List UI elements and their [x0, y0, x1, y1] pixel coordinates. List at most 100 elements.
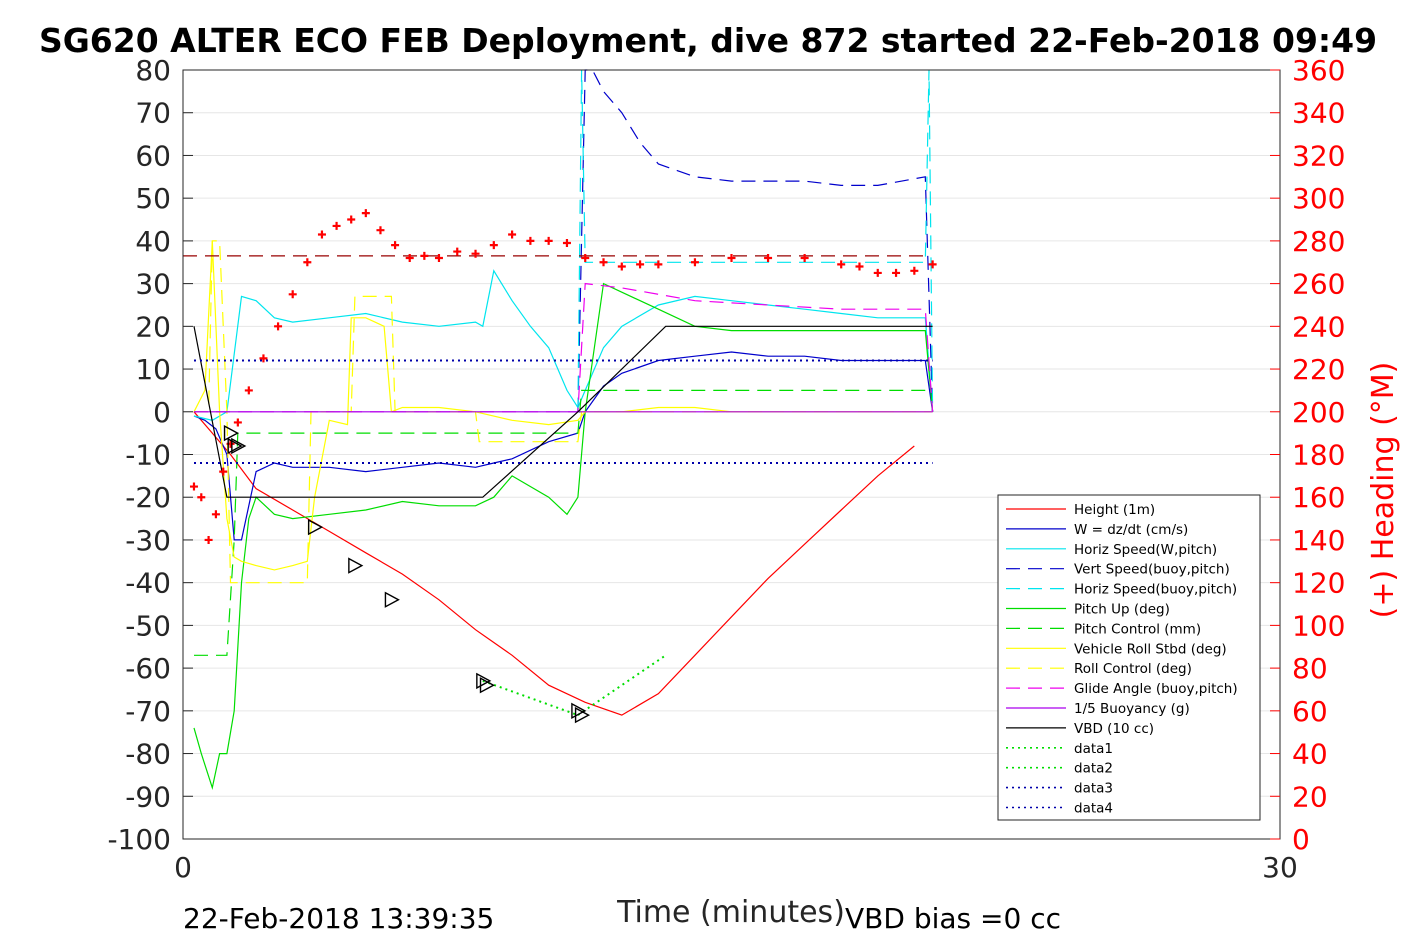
series-line	[193, 269, 934, 421]
x-tick-label: 0	[174, 851, 192, 884]
y-tick-label: 0	[153, 396, 171, 429]
y-tick-label: -30	[125, 524, 171, 557]
legend-entry: Glide Angle (buoy,pitch)	[1074, 681, 1238, 697]
heading-point	[599, 258, 608, 267]
series-line	[193, 411, 915, 716]
heading-point	[690, 258, 699, 267]
legend-entry: Vert Speed(buoy,pitch)	[1074, 562, 1230, 578]
y-tick-label: 10	[135, 353, 171, 386]
heading-point	[197, 493, 206, 502]
heading-point	[420, 251, 429, 260]
right-axis-ticks: 3603403203002802602402202001801601401201…	[1270, 54, 1345, 856]
legend-entry: data3	[1074, 781, 1113, 797]
y-tick-label: 70	[135, 97, 171, 130]
y2-tick-label: 20	[1292, 780, 1328, 813]
y-tick-label: -10	[125, 439, 171, 472]
y-tick-label: -20	[125, 481, 171, 514]
left-axis-ticks: 80 70 60 50 40 30 20 10 0 -10 -20 -30 -40 -50 -60 -70 -8…	[107, 54, 193, 856]
heading-point	[892, 268, 901, 277]
heading-point	[361, 209, 370, 218]
legend-entry: W = dz/dt (cm/s)	[1074, 522, 1188, 538]
triangle-marker	[231, 437, 247, 455]
series-line	[193, 240, 933, 571]
heading-point	[526, 236, 535, 245]
triangle-marker	[571, 702, 587, 720]
legend-entry: data1	[1074, 741, 1113, 757]
heading-point	[244, 386, 253, 395]
heading-point	[453, 247, 462, 256]
legend: Height (1m) W = dz/dt (cm/s) Horiz Speed(W…	[997, 494, 1261, 821]
heading-point	[303, 258, 312, 267]
y2-tick-label: 220	[1292, 353, 1345, 386]
heading-point	[855, 262, 864, 271]
series-line	[577, 69, 934, 412]
footer-timestamp: 22-Feb-2018 13:39:35	[183, 902, 494, 935]
y-tick-label: -40	[125, 567, 171, 600]
y-tick-label: -50	[125, 609, 171, 642]
y2-tick-label: 280	[1292, 225, 1345, 258]
heading-point	[219, 467, 228, 476]
heading-point	[562, 239, 571, 248]
series-line	[193, 325, 933, 498]
series-line	[193, 282, 934, 791]
triangle-marker	[348, 557, 364, 574]
y-tick-label: -80	[125, 738, 171, 771]
y-tick-label: -60	[125, 652, 171, 685]
triangle-marker	[384, 591, 400, 608]
series-line	[194, 389, 933, 656]
legend-entry: data2	[1074, 761, 1113, 777]
heading-point	[405, 253, 414, 262]
y-tick-label: 50	[135, 182, 171, 215]
heading-point	[204, 535, 213, 544]
y2-tick-label: 240	[1292, 310, 1345, 343]
heading-point	[508, 230, 517, 239]
y-tick-label: -90	[125, 780, 171, 813]
legend-entry: Pitch Control (mm)	[1074, 621, 1201, 637]
heading-point	[274, 322, 283, 331]
heading-point	[928, 260, 937, 269]
heading-point	[489, 241, 498, 250]
y2-tick-label: 60	[1292, 695, 1328, 728]
heading-point	[434, 253, 443, 262]
y2-tick-label: 360	[1292, 54, 1345, 87]
legend-entry: data4	[1074, 801, 1113, 817]
y2-tick-label: 100	[1292, 609, 1345, 642]
y-tick-label: 80	[135, 54, 171, 87]
series-line	[193, 351, 934, 541]
series-line	[577, 69, 934, 412]
series-line	[194, 282, 934, 413]
y2-tick-label: 80	[1292, 652, 1328, 685]
heading-point	[471, 249, 480, 258]
triangle-marker	[479, 677, 495, 694]
triangle-marker	[227, 437, 243, 455]
y2-tick-label: 160	[1292, 481, 1345, 514]
y2-tick-label: 340	[1292, 97, 1345, 130]
series-line	[482, 679, 579, 717]
y-tick-label: -70	[125, 695, 171, 728]
heading-point	[317, 230, 326, 239]
x-tick-label: 30	[1262, 851, 1298, 884]
y2-tick-label: 40	[1292, 738, 1328, 771]
heading-point	[873, 268, 882, 277]
y2-tick-label: 260	[1292, 268, 1345, 301]
triangle-marker	[223, 424, 240, 442]
heading-point	[288, 290, 297, 299]
heading-point	[617, 262, 626, 271]
footer-vbd-bias: VBD bias =0 cc	[845, 902, 1061, 935]
heading-point	[800, 253, 809, 262]
y2-tick-label: 180	[1292, 439, 1345, 472]
legend-entry: Height (1m)	[1074, 502, 1155, 518]
legend-entry: Horiz Speed(W,pitch)	[1074, 542, 1217, 558]
y2-tick-label: 300	[1292, 182, 1345, 215]
heading-point	[544, 236, 553, 245]
legend-entry: Pitch Up (deg)	[1074, 602, 1170, 618]
y2-tick-label: 200	[1292, 396, 1345, 429]
heading-point	[581, 253, 590, 262]
y2-tick-label: 140	[1292, 524, 1345, 557]
heading-point	[910, 266, 919, 275]
legend-entry: 1/5 Buoyancy (g)	[1074, 701, 1190, 717]
legend-entry: VBD (10 cc)	[1074, 721, 1154, 737]
heading-point	[727, 253, 736, 262]
marks-layer	[189, 209, 937, 724]
